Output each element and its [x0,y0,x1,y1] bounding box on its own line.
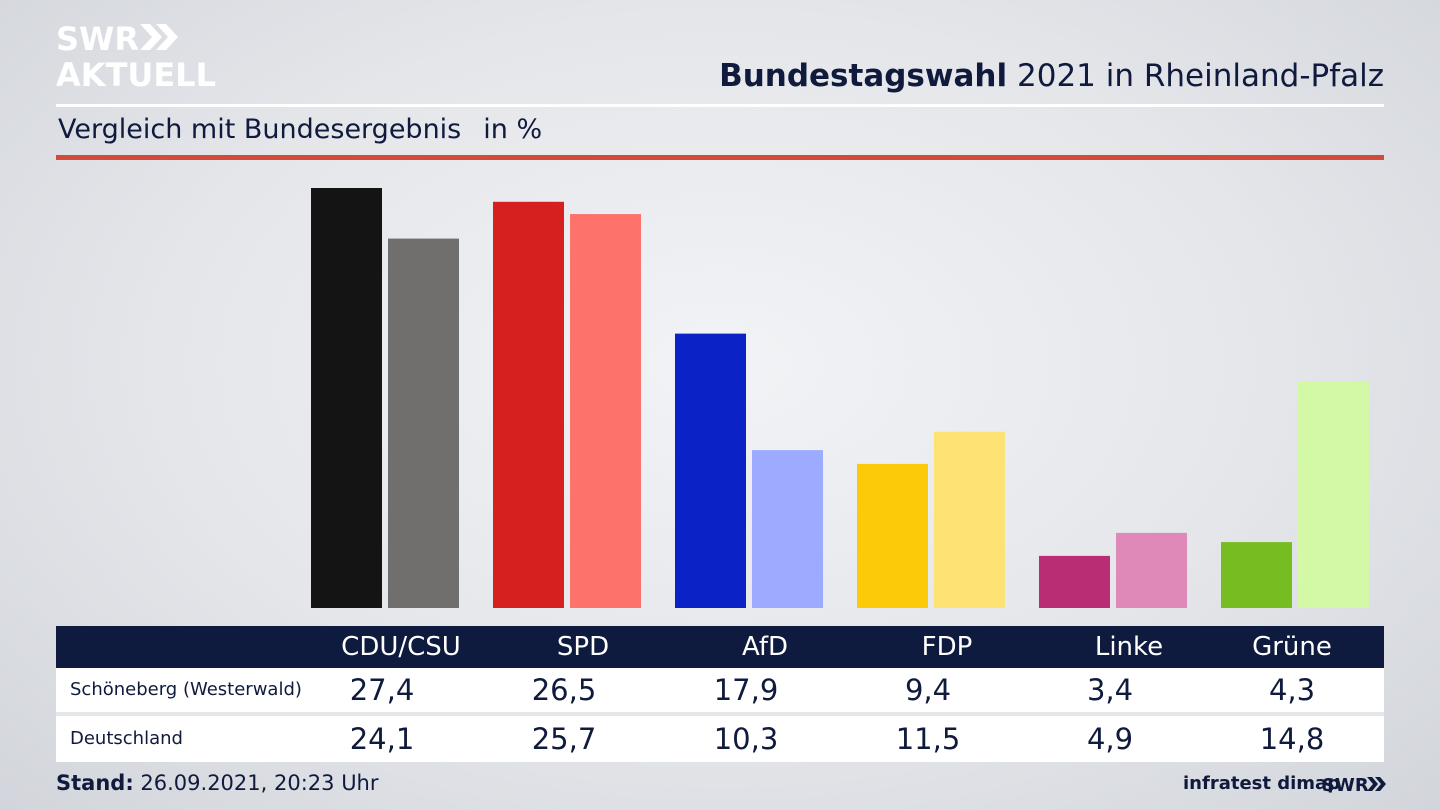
bar-cdu-csu-local [311,188,382,608]
bar-cdu-csu-national [388,238,459,609]
bar-gruene-national [1298,381,1369,608]
value-local-linke: 3,4 [1086,673,1134,707]
row-label-local: Schöneberg (Westerwald) [70,679,302,700]
value-national-cdu-csu: 24,1 [349,722,415,756]
header-linke: Linke [1094,632,1164,662]
stand-value: 26.09.2021, 20:23 Uhr [140,771,379,795]
header-gruene: Grüne [1252,632,1332,662]
bar-fdp-local [857,463,928,608]
value-national-linke: 4,9 [1086,722,1134,756]
title-bold: Bundestagswahl [719,58,1008,94]
table-row-national: Deutschland 24,1 25,7 10,3 11,5 4,9 14,8 [56,716,1384,762]
footer-chevrons-icon [1367,777,1386,791]
logo-swr-text: SWR [56,20,139,58]
value-local-gruene: 4,3 [1268,673,1316,707]
bar-afd-local [675,333,746,608]
bar-linke-national [1116,532,1187,608]
header-divider [56,104,1384,107]
value-local-fdp: 9,4 [904,673,952,707]
logo-aktuell-text: AKTUELL [56,56,216,90]
bar-fdp-national [934,431,1005,608]
footer-source: infratest dimap [1183,773,1341,794]
header-spd: SPD [556,632,610,662]
value-national-fdp: 11,5 [895,722,961,756]
table-header-row: CDU/CSU SPD AfD FDP Linke Grüne [56,626,1384,668]
table-row-local: Schöneberg (Westerwald) 27,4 26,5 17,9 9… [56,668,1384,712]
footer-timestamp: Stand: 26.09.2021, 20:23 Uhr [56,771,379,795]
bar-spd-national [570,214,641,608]
subtitle-text: Vergleich mit Bundesergebnis [58,114,462,145]
chart-subtitle: Vergleich mit Bundesergebnis in % [58,114,542,145]
title-rest: 2021 in Rheinland-Pfalz [1017,58,1384,94]
value-national-gruene: 14,8 [1259,722,1325,756]
page-title: Bundestagswahl 2021 in Rheinland-Pfalz [719,58,1384,94]
row-label-national: Deutschland [70,728,183,749]
unit-label: in % [483,114,543,145]
value-national-afd: 10,3 [713,722,779,756]
value-local-spd: 26,5 [531,673,597,707]
swr-aktuell-logo: SWR AKTUELL [56,20,216,90]
header-cdu-csu: CDU/CSU [341,632,461,662]
bar-linke-local [1039,555,1110,608]
value-local-cdu-csu: 27,4 [349,673,415,707]
value-local-afd: 17,9 [713,673,779,707]
header-afd: AfD [741,632,789,662]
accent-divider [56,155,1384,160]
header-fdp: FDP [921,632,973,662]
bar-spd-local [493,201,564,608]
bar-gruene-local [1221,542,1292,608]
stand-label: Stand: [56,771,134,795]
logo-chevrons-icon [140,24,178,50]
swr-footer-logo: SWR [1322,775,1386,795]
bar-afd-national [752,450,823,608]
footer-logo-text: SWR [1322,775,1369,795]
table-row-separator [56,712,1384,716]
value-national-spd: 25,7 [531,722,597,756]
